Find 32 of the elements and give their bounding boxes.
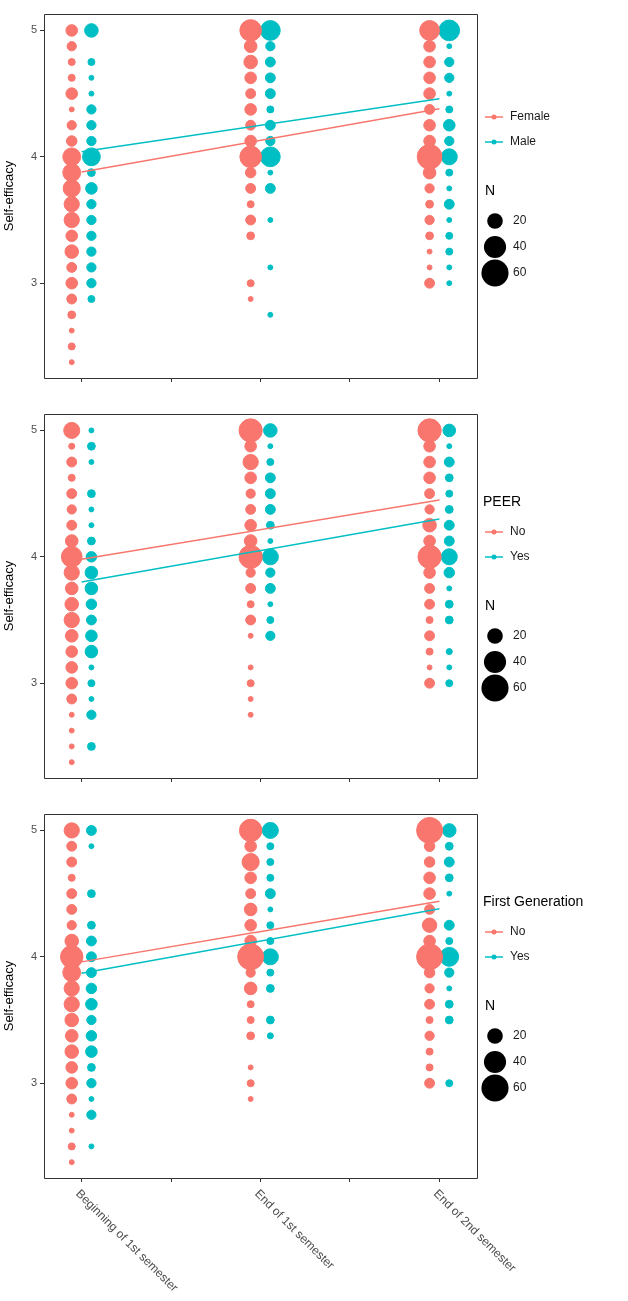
legend-label: 20 (513, 213, 527, 228)
legend-label: 60 (513, 1080, 527, 1095)
y-axis-title: Self-efficacy (1, 960, 17, 1032)
legend-label: No (510, 524, 526, 539)
y-tick-label: 3 (30, 676, 37, 689)
y-tick-label: 5 (30, 823, 37, 836)
legend-label: 20 (513, 1028, 527, 1043)
y-tick-label: 3 (30, 1076, 37, 1089)
y-tick-label: 4 (30, 949, 37, 962)
legend-label: 40 (513, 239, 527, 254)
legend-label: Yes (510, 549, 530, 564)
text: N (485, 181, 496, 198)
y-axis-title: Self-efficacy (1, 160, 17, 232)
y-axis-title: Self-efficacy (1, 560, 17, 632)
legend-label: 40 (513, 1054, 527, 1069)
y-tick-label: 5 (30, 23, 37, 36)
legend-label: No (510, 924, 526, 939)
y-tick-label: 5 (30, 423, 37, 436)
legend-label: Male (510, 134, 537, 149)
legend-title: PEER (483, 492, 522, 509)
y-tick-label: 4 (30, 549, 37, 562)
legend-label: 40 (513, 654, 527, 669)
legend-label: Yes (510, 949, 530, 964)
legend-label: 20 (513, 628, 527, 643)
text: N (485, 596, 496, 613)
legend-label: Female (510, 109, 551, 124)
text: N (485, 996, 496, 1013)
legend-title: First Generation (483, 892, 584, 909)
legend-label: 60 (513, 265, 527, 280)
y-tick-label: 4 (30, 149, 37, 162)
legend-label: 60 (513, 680, 527, 695)
y-tick-label: 3 (30, 276, 37, 289)
